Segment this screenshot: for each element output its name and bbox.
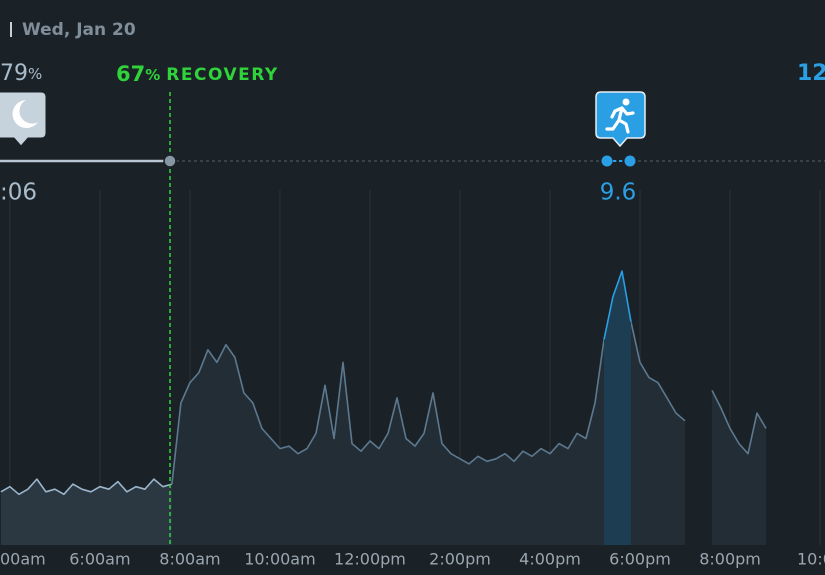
x-tick-label: 10:00am: [244, 550, 316, 569]
x-tick-label: 8:00am: [159, 550, 220, 569]
sleep-duration: :06: [0, 180, 37, 206]
hr-area: [0, 479, 172, 545]
wake-dot: [163, 154, 177, 168]
recovery-value: 67: [116, 62, 145, 86]
x-tick-label: 10:00: [797, 550, 825, 569]
recovery-unit: %: [145, 66, 160, 84]
hr-line: [0, 478, 173, 496]
x-tick-label: 12:00pm: [334, 550, 406, 569]
activity-icon[interactable]: [595, 91, 646, 148]
hr-line: [171, 321, 767, 485]
x-tick-label: 8:00pm: [699, 550, 761, 569]
x-tick-label: 00am: [0, 550, 46, 569]
runner: [605, 106, 635, 134]
hr-area: [171, 321, 766, 545]
x-tick-label: 6:00pm: [609, 550, 671, 569]
x-axis: 00am 6:00am 8:00am 10:00am 12:00pm 2:00pm 4:00…: [0, 550, 825, 569]
strain-score: 12: [797, 61, 825, 86]
activity-start[interactable]: [601, 155, 613, 167]
recovery: 67% RECOVERY: [116, 62, 279, 86]
date: Wed, Jan 20: [22, 20, 136, 40]
activity-strain: 9.6: [600, 180, 637, 206]
plot: [0, 270, 767, 545]
hr-area: [604, 271, 631, 545]
hr-line: [603, 270, 632, 340]
sleep-bubble: [0, 92, 46, 146]
x-tick-label: 6:00am: [69, 550, 130, 569]
moon: [12, 100, 38, 128]
sleep-score-value: 79: [0, 61, 28, 86]
sleep-icon[interactable]: [0, 91, 47, 147]
x-tick-label: 2:00pm: [429, 550, 491, 569]
runner-head: [622, 98, 630, 106]
activity-end[interactable]: [624, 155, 636, 167]
recovery-label: RECOVERY: [166, 65, 278, 85]
x-tick-label: 4:00pm: [519, 550, 581, 569]
sleep-score: 79%: [0, 61, 42, 86]
sleep-score-unit: %: [28, 65, 42, 83]
sleep-bubble-edge: [0, 91, 47, 147]
